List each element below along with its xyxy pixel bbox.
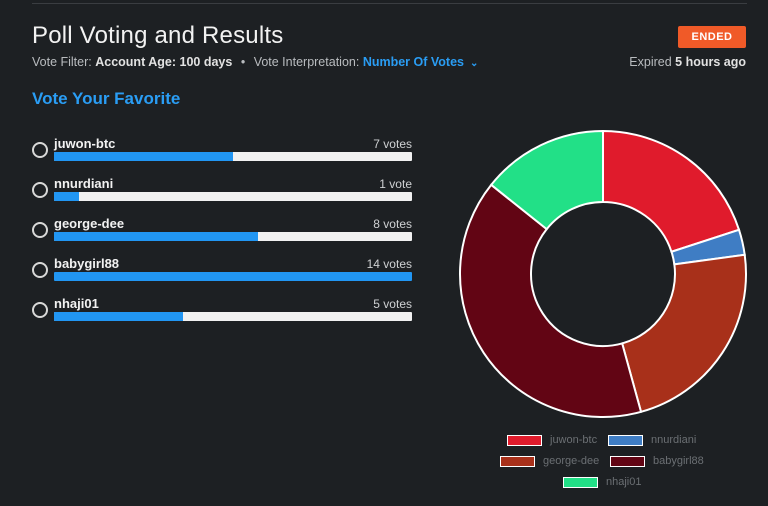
poll-meta: Vote Filter: Account Age: 100 days • Vot…	[32, 55, 478, 69]
vote-progress-bar	[54, 272, 412, 281]
expired-value: 5 hours ago	[675, 55, 746, 69]
donut-slice-nhaji01[interactable]	[489, 129, 604, 231]
radio-button[interactable]	[32, 222, 48, 238]
radio-button[interactable]	[32, 142, 48, 158]
status-badge: ENDED	[678, 26, 746, 48]
page-title: Poll Voting and Results	[32, 22, 284, 49]
option-votes: 7 votes	[373, 137, 412, 151]
option-votes: 8 votes	[373, 217, 412, 231]
poll-option-george-dee[interactable]: george-dee 8 votes	[32, 216, 412, 246]
option-votes: 5 votes	[373, 297, 412, 311]
radio-button[interactable]	[32, 262, 48, 278]
vote-progress-bar	[54, 192, 412, 201]
legend-swatch	[563, 477, 598, 488]
expiry-text: Expired 5 hours ago	[629, 55, 746, 69]
vote-progress-fill	[54, 152, 233, 161]
poll-option-nhaji01[interactable]: nhaji01 5 votes	[32, 296, 412, 326]
section-heading: Vote Your Favorite	[32, 89, 181, 108]
option-name: babygirl88	[54, 256, 120, 271]
donut-slice-juwon-btc[interactable]	[602, 129, 741, 254]
vote-progress-fill	[54, 232, 259, 241]
legend-label: babygirl88	[653, 455, 704, 467]
legend-swatch	[608, 435, 643, 446]
option-name: juwon-btc	[54, 136, 116, 151]
vote-interpretation-value[interactable]: Number Of Votes	[362, 55, 464, 69]
vote-filter-label: Vote Filter:	[32, 55, 92, 69]
donut-slice-george-dee[interactable]	[620, 253, 747, 414]
legend-swatch	[610, 456, 645, 467]
vote-filter-value: Account Age: 100 days	[95, 55, 233, 69]
donut-slice-babygirl88[interactable]	[459, 183, 643, 418]
vote-progress-bar	[54, 232, 412, 241]
legend-label: nnurdiani	[651, 434, 697, 446]
poll-option-nnurdiani[interactable]: nnurdiani 1 vote	[32, 176, 412, 206]
chevron-down-icon[interactable]: ⌄	[469, 58, 479, 69]
poll-option-juwon-btc[interactable]: juwon-btc 7 votes	[32, 136, 412, 166]
radio-button[interactable]	[32, 182, 48, 198]
option-votes: 1 vote	[379, 177, 412, 191]
legend-swatch	[507, 435, 542, 446]
vote-progress-fill	[54, 272, 412, 281]
vote-progress-bar	[54, 152, 412, 161]
vote-interpretation-dropdown[interactable]: Number Of Votes ⌄	[363, 55, 479, 69]
option-votes: 14 votes	[366, 257, 412, 271]
poll-option-babygirl88[interactable]: babygirl88 14 votes	[32, 256, 412, 286]
radio-button[interactable]	[32, 302, 48, 318]
vote-progress-fill	[54, 192, 80, 201]
results-donut-chart	[459, 129, 747, 418]
legend-label: juwon-btc	[550, 434, 598, 446]
legend-label: george-dee	[543, 455, 600, 467]
legend-label: nhaji01	[606, 476, 642, 488]
top-divider	[32, 3, 747, 4]
vote-interpretation-label: Vote Interpretation:	[253, 55, 360, 69]
option-name: nnurdiani	[54, 176, 114, 191]
vote-progress-bar	[54, 312, 412, 321]
vote-progress-fill	[54, 312, 183, 321]
legend-swatch	[500, 456, 535, 467]
expired-prefix: Expired	[629, 55, 672, 69]
option-name: george-dee	[54, 216, 125, 231]
option-name: nhaji01	[54, 296, 99, 311]
meta-separator: •	[240, 55, 246, 69]
